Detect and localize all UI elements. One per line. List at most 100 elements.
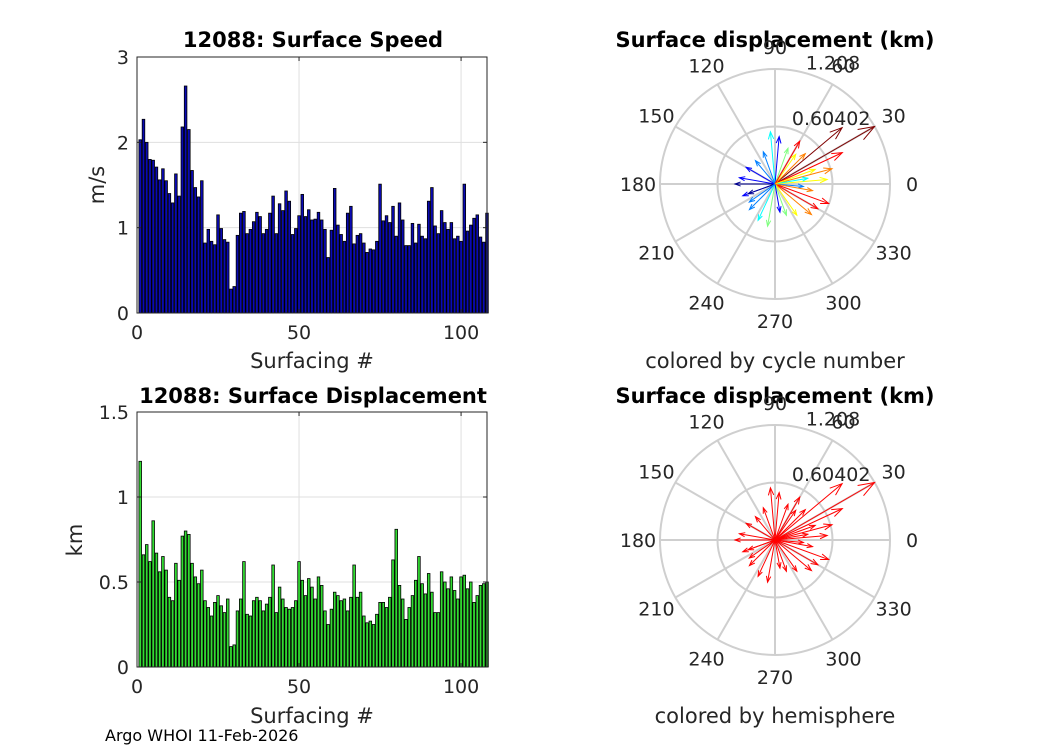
polar-hemisphere-vector-31 <box>774 524 817 541</box>
speed-bar-5 <box>151 159 155 314</box>
polar-hemisphere-vector-9 <box>774 539 798 573</box>
speed-bar-59 <box>326 257 330 314</box>
polar-cycle-vector-31 <box>774 168 817 185</box>
speed-bar-27 <box>222 239 227 314</box>
polar-hemisphere-vector-shaft-25 <box>774 533 808 541</box>
polar-cycle-vector-head-16 <box>737 176 746 182</box>
displacement-bar-105 <box>475 595 479 668</box>
displacement-bar-32 <box>239 598 243 668</box>
polar-cycle-vector-head-1 <box>857 125 876 141</box>
displacement-bar-61 <box>332 591 337 668</box>
displacement-bar-17 <box>190 562 194 668</box>
polar-hemisphere-vector-head-22 <box>783 502 789 511</box>
polar-cycle-vector-16 <box>737 176 776 185</box>
polar-hemisphere-vector-head-2 <box>829 482 844 496</box>
speed-bar-39 <box>261 233 266 314</box>
speed-bar-2 <box>141 118 146 314</box>
polar-hemisphere-caption: colored by hemisphere <box>655 704 896 728</box>
displacement-bar-46 <box>284 607 288 668</box>
speed-bar-8 <box>161 168 165 314</box>
polar-hemisphere-vector-13 <box>748 539 776 567</box>
polar-cycle-vector-shaft-22 <box>774 148 789 185</box>
polar-hemisphere-vector-head-9 <box>791 565 798 573</box>
polar-cycle-vector-shaft-19 <box>762 151 776 185</box>
speed-bar-71 <box>365 252 369 314</box>
polar-cycle-vector-head-7 <box>810 202 820 210</box>
displacement-bar-65 <box>345 610 350 668</box>
polar-cycle-vector-head-13 <box>748 203 756 211</box>
speed-bar-106 <box>478 236 483 314</box>
polar-cycle-vector-shaft-31 <box>774 168 816 185</box>
speed-bar-9 <box>164 180 168 314</box>
polar-cycle-vector-head-21 <box>775 135 782 144</box>
polar-hemisphere-vector-head-24 <box>799 508 807 516</box>
displacement-bar-60 <box>329 608 334 668</box>
speed-bar-56 <box>316 211 321 314</box>
displacement-bar-chart: 12088: Surface Displacement Surfacing # … <box>63 384 489 728</box>
displacement-bar-78 <box>388 596 392 668</box>
displacement-bar-77 <box>384 607 389 668</box>
polar-hemisphere-vector-shaft-29 <box>748 539 776 559</box>
polar-hemisphere-vector-2 <box>774 482 844 541</box>
speed-bar-54 <box>310 219 314 314</box>
polar-hemisphere-vector-head-30 <box>793 495 801 505</box>
polar-cycle-vector-shaft-7 <box>774 183 819 210</box>
displacement-bar-38 <box>258 600 262 668</box>
displacement-bar-44 <box>277 586 282 668</box>
speed-bar-98 <box>452 238 457 314</box>
displacement-bar-15 <box>183 530 188 668</box>
displacement-bar-19 <box>196 583 201 668</box>
polar-cycle-ring-label-0: 0.60402 <box>792 108 871 130</box>
displacement-bar-64 <box>342 598 347 668</box>
displacement-bar-53 <box>307 578 311 668</box>
speed-bar-66 <box>349 205 353 314</box>
displacement-bar-95 <box>443 581 447 668</box>
polar-cycle-vector-head-17 <box>744 166 753 173</box>
displacement-bar-43 <box>274 612 279 668</box>
speed-bar-38 <box>258 216 262 314</box>
polar-cycle-vector-head-22 <box>783 146 789 155</box>
speed-bar-4 <box>148 158 152 314</box>
speed-bar-84 <box>407 245 411 314</box>
speed-bar-77 <box>384 215 389 314</box>
displacement-bar-10 <box>167 596 172 668</box>
polar-hemisphere-angle-label-60: 60 <box>831 411 855 433</box>
polar-hemisphere-vector-head-25 <box>801 532 810 538</box>
speed-bar-25 <box>216 214 220 314</box>
speed-bar-41 <box>268 212 272 314</box>
polar-hemisphere-vector-shaft-1 <box>774 482 875 541</box>
displacement-bar-25 <box>216 595 220 668</box>
polar-hemisphere-vector-shaft-3 <box>774 508 843 541</box>
speed-bar-17 <box>190 170 194 314</box>
polar-cycle-vector-head-9 <box>791 209 798 217</box>
polar-hemisphere-vector-head-29 <box>748 552 756 559</box>
speed-bar-76 <box>381 220 385 314</box>
displacement-bar-52 <box>303 595 308 668</box>
polar-hemisphere-vector-30 <box>774 495 801 541</box>
polar-hemisphere-angle-label-240: 240 <box>688 649 724 671</box>
polar-cycle-vector-12 <box>757 183 776 222</box>
displacement-bar-104 <box>472 602 476 668</box>
polar-hemisphere-vector-shaft-23 <box>774 510 797 541</box>
displacement-chart-ylabel: km <box>63 524 87 557</box>
displacement-ytick-label-3: 1.5 <box>99 402 129 424</box>
polar-hemisphere-vector-shaft-32 <box>774 539 813 548</box>
speed-bar-60 <box>329 229 334 314</box>
polar-cycle-vector-head-12 <box>757 214 763 222</box>
displacement-bar-96 <box>446 588 450 668</box>
polar-cycle-vector-3 <box>774 152 844 185</box>
displacement-bar-26 <box>219 605 223 668</box>
displacement-xtick-label-0: 0 <box>131 676 143 698</box>
speed-bar-49 <box>294 228 298 314</box>
speed-bar-11 <box>170 202 175 314</box>
polar-cycle-vector-shaft-25 <box>774 177 808 185</box>
polar-hemisphere-vector-shaft-4 <box>774 524 833 541</box>
speed-bar-47 <box>287 200 292 314</box>
displacement-bar-12 <box>174 562 178 668</box>
displacement-ytick-label-2: 1 <box>117 487 129 509</box>
polar-hemisphere-vector-head-13 <box>748 559 756 567</box>
speed-bar-67 <box>352 243 356 314</box>
polar-hemisphere-vector-shaft-10 <box>774 539 787 572</box>
polar-cycle-vector-4 <box>774 167 834 185</box>
polar-cycle-vector-shaft-16 <box>739 177 776 185</box>
